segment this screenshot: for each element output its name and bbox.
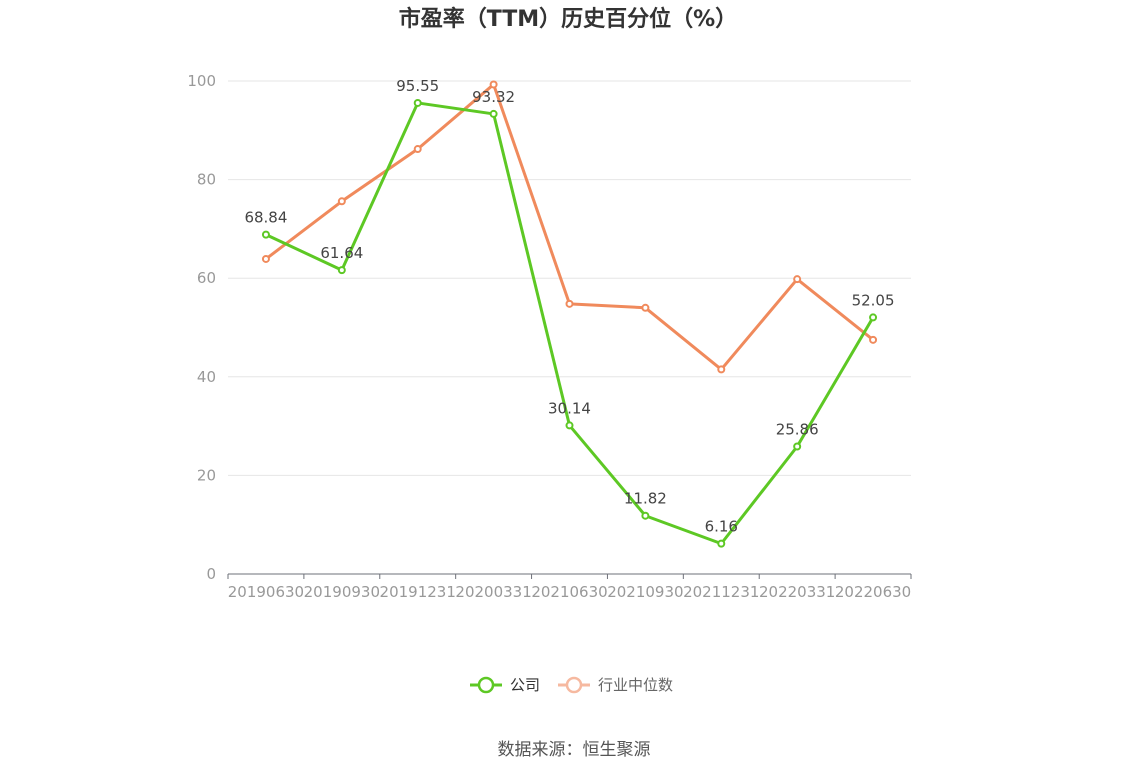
series-1	[261, 80, 878, 374]
y-tick-label: 0	[206, 565, 216, 583]
x-tick-label: 20190630	[228, 583, 304, 601]
x-tick-label: 20210630	[531, 583, 607, 601]
data-point	[413, 98, 422, 107]
x-tick-label: 20200331	[455, 583, 531, 601]
grid	[228, 80, 911, 476]
x-axis: 20190630 20190930 20191231 20200331 20210630…	[227, 573, 912, 601]
y-tick-label: 20	[197, 466, 216, 484]
data-label: 11.82	[624, 490, 667, 508]
data-point	[793, 275, 802, 284]
chart-title: 市盈率（TTM）历史百分位（%）	[399, 6, 737, 32]
data-point	[337, 266, 346, 275]
y-tick-label: 60	[197, 269, 216, 287]
data-point	[717, 365, 726, 374]
data-point	[261, 230, 270, 239]
x-tick-label: 20211231	[683, 583, 759, 601]
x-tick-label: 20210930	[607, 583, 683, 601]
x-tick-label: 20191231	[380, 583, 456, 601]
data-point	[413, 145, 422, 154]
source-text: 数据来源：恒生聚源	[498, 740, 651, 760]
y-tick-label: 100	[187, 72, 216, 90]
data-point	[641, 303, 650, 312]
series-line	[265, 101, 875, 546]
legend-marker	[477, 676, 495, 694]
x-tick-label: 20220630	[835, 583, 911, 601]
data-point	[565, 299, 574, 308]
y-tick-label: 40	[197, 368, 216, 386]
series-line	[265, 82, 874, 371]
data-label: 30.14	[548, 399, 591, 417]
legend-label: 公司	[510, 676, 540, 694]
y-axis: 0 20 40 60 80 100	[187, 72, 216, 583]
data-label: 6.16	[705, 518, 738, 536]
data-point	[337, 197, 346, 206]
data-point	[565, 421, 574, 430]
data-label: 93.32	[472, 88, 515, 106]
data-point	[489, 109, 498, 118]
data-point	[261, 254, 270, 263]
data-point	[717, 539, 726, 548]
data-label: 61.64	[320, 244, 363, 262]
legend-item-0: 公司	[470, 676, 540, 694]
data-label: 68.84	[244, 209, 287, 227]
data-point	[869, 335, 878, 344]
data-point	[793, 442, 802, 451]
series-layer: 68.84 61.64 95.55 93.32 30.14 11.82 6.16 25.86 5…	[244, 77, 895, 548]
data-label: 52.05	[852, 291, 895, 309]
series-0: 68.84 61.64 95.55 93.32 30.14 11.82 6.16 25.86 5…	[244, 77, 895, 548]
legend: 公司 行业中位数	[470, 676, 673, 694]
data-label: 25.86	[776, 421, 819, 439]
legend-label: 行业中位数	[598, 676, 673, 694]
x-tick-label: 20220331	[759, 583, 835, 601]
data-point	[869, 313, 878, 322]
x-tick-label: 20190930	[304, 583, 380, 601]
data-point	[641, 511, 650, 520]
y-tick-label: 80	[197, 171, 216, 189]
legend-marker	[565, 676, 583, 694]
data-label: 95.55	[396, 77, 439, 95]
legend-item-1: 行业中位数	[558, 676, 673, 694]
data-point	[489, 80, 498, 89]
